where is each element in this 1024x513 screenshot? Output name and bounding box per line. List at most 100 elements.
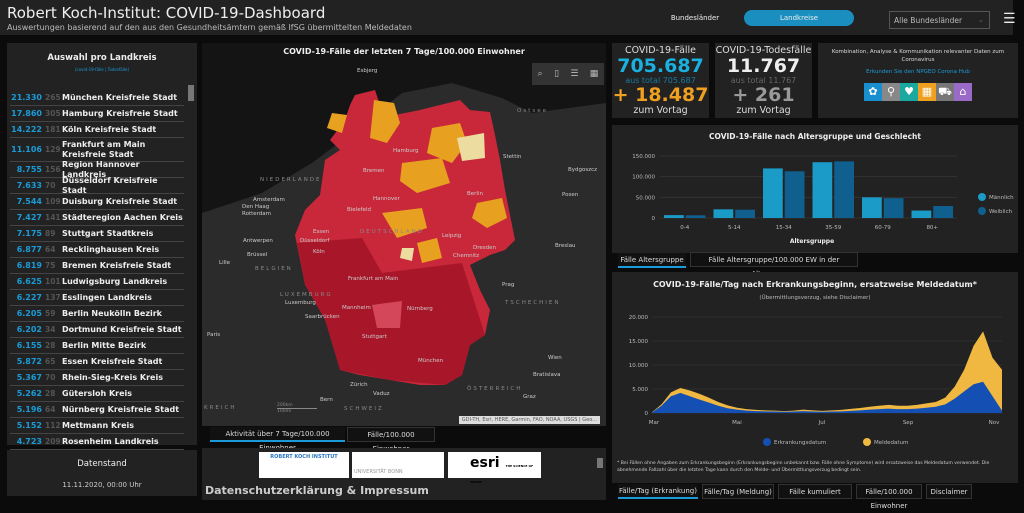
header: Robert Koch-Institut: COVID-19-Dashboard… [0, 0, 1013, 35]
deaths-count: 141 [45, 213, 61, 222]
landkreis-name: Dortmund Kreisfreie Stadt [62, 324, 182, 334]
cases-count: 11.106 [11, 145, 42, 154]
map-place-label: Stuttgart [362, 334, 387, 340]
select-value: Alle Bundesländer [894, 16, 963, 25]
map-place-label: Esbjerg [357, 68, 378, 74]
tab-bundeslaender[interactable]: Bundesländer [670, 14, 720, 22]
landkreis-name: Stuttgart Stadtkreis [62, 228, 154, 238]
cases-count: 5.367 [16, 373, 42, 382]
footer-scrollbar[interactable] [597, 458, 603, 468]
landkreis-name: Esslingen Landkreis [62, 292, 152, 302]
deaths-count: 181 [45, 125, 61, 134]
deaths-count: 101 [45, 277, 61, 286]
epi-tab[interactable]: Fälle/Tag (Meldung) [702, 484, 774, 499]
deaths-label: COVID-19-Todesfälle [715, 45, 812, 56]
bar-weiblich [784, 171, 805, 218]
tab-faelle-altersgruppe[interactable]: Fälle Altersgruppe [618, 253, 686, 268]
landkreis-name: Düsseldorf Kreisfreie Stadt [62, 175, 158, 195]
x-tick-label: 0-4 [680, 225, 689, 231]
landkreis-row[interactable]: 7.633 70 Düsseldorf Kreisfreie Stadt [10, 175, 184, 195]
tab-faelle-einwohner[interactable]: Fälle/100.000 Einwohner [347, 427, 435, 453]
search-icon[interactable]: ⌕ [537, 69, 543, 79]
bar-weiblich [933, 206, 953, 218]
hospital-icon[interactable]: ⚲ [882, 83, 900, 101]
tab-aktivitaet[interactable]: Aktivität über 7 Tage/100.000 Einwohner [210, 427, 345, 452]
landkreis-row[interactable]: 6.155 28 Berlin Mitte Bezirk [10, 338, 184, 354]
heart-pulse-icon[interactable]: ♥ [900, 83, 918, 101]
epi-tab[interactable]: Fälle/Tag (Erkrankung) [618, 484, 698, 499]
landkreis-row[interactable]: 5.367 70 Rhein-Sieg-Kreis Kreis [10, 370, 184, 386]
app-subtitle: Auswertungen basierend auf den aus den G… [7, 23, 412, 32]
hub-link[interactable]: Erkunden Sie den NPGEO Corona Hub [866, 69, 970, 75]
landkreis-row[interactable]: 11.106 129 Frankfurt am Main Kreisfreie St… [10, 138, 184, 162]
landkreis-row[interactable]: 6.202 34 Dortmund Kreisfreie Stadt [10, 322, 184, 338]
landkreis-row[interactable]: 6.625 101 Ludwigsburg Landkreis [10, 274, 184, 290]
plant-hand-icon[interactable]: ✿ [864, 83, 882, 101]
y-tick-label: 5.000 [632, 387, 648, 393]
legend-list-icon[interactable]: ☰ [570, 69, 579, 79]
landkreis-row[interactable]: 5.262 28 Gütersloh Kreis [10, 386, 184, 402]
cases-count: 7.427 [16, 213, 42, 222]
bookmark-icon[interactable]: ▯ [554, 69, 560, 79]
landkreis-row[interactable]: 4.723 209 Rosenheim Landkreis [10, 434, 184, 450]
map-place-label: Bratislava [533, 372, 561, 378]
list-scrollbar[interactable] [188, 83, 194, 443]
landkreis-row[interactable]: 5.152 112 Mettmann Kreis [10, 418, 184, 434]
landkreis-row[interactable]: 7.544 109 Duisburg Kreisfreie Stadt [10, 194, 184, 210]
landkreis-row[interactable]: 6.877 64 Recklinghausen Kreis [10, 242, 184, 258]
landkreis-row[interactable]: 14.222 181 Köln Kreisfreie Stadt [10, 122, 184, 138]
y-tick-label: 15.000 [629, 339, 649, 345]
legend-label: Weiblich [989, 209, 1013, 215]
landkreis-row[interactable]: 6.819 75 Bremen Kreisfreie Stadt [10, 258, 184, 274]
light-region [400, 248, 414, 261]
epi-tab[interactable]: Fälle/100.000 Einwohner [856, 484, 922, 510]
app-title: Robert Koch-Institut: COVID-19-Dashboard [7, 4, 326, 22]
cases-value: 705.687 [617, 55, 704, 77]
tab-altersgruppe-100k[interactable]: Fälle Altersgruppe/100.000 EW in der Alt… [690, 252, 858, 278]
hamburger-menu-icon[interactable]: ☰ [1003, 11, 1016, 27]
epi-tab[interactable]: Fälle kumuliert [778, 484, 852, 499]
deaths-value: 11.767 [726, 55, 801, 77]
map-place-label: Bern [320, 397, 333, 403]
epi-tab[interactable]: Disclaimer [926, 484, 972, 499]
map-place-label: ÖSTERREICH [467, 386, 523, 392]
landkreis-row[interactable]: 7.175 89 Stuttgart Stadtkreis [10, 226, 184, 242]
tab-landkreise[interactable]: Landkreise [744, 10, 854, 26]
y-tick-label: 0 [652, 216, 656, 222]
school-icon[interactable]: ⌂ [954, 83, 972, 101]
landkreis-row[interactable]: 21.330 265 München Kreisfreie Stadt [10, 90, 184, 106]
landkreis-name: Berlin Mitte Bezirk [62, 340, 147, 350]
landkreis-row[interactable]: 5.196 64 Nürnberg Kreisfreie Stadt [10, 402, 184, 418]
privacy-impressum-link[interactable]: Datenschutzerklärung & Impressum [205, 484, 429, 497]
landkreis-row[interactable]: 5.872 65 Essen Kreisfreie Stadt [10, 354, 184, 370]
landkreis-row[interactable]: 7.427 141 Städteregion Aachen Kreis [10, 210, 184, 226]
scale-bar: 200km 100mi [277, 403, 317, 414]
deaths-count: 112 [45, 421, 61, 430]
landkreis-row[interactable]: 6.227 137 Esslingen Landkreis [10, 290, 184, 306]
legend-swatch [763, 438, 771, 446]
landkreis-list-panel: Auswahl pro Landkreis (covid-19-fälle | … [7, 43, 197, 450]
landkreis-row[interactable]: 6.205 59 Berlin Neukölln Bezirk [10, 306, 184, 322]
incidence-map[interactable]: Esbjerg Ostsee Hamburg Stettin Bydgoszcz Brem… [202, 43, 606, 426]
landkreis-name: München Kreisfreie Stadt [62, 92, 178, 102]
map-attribution: GDI-TH, Esri, HERE, Garmin, FAO, NOAA, U… [458, 416, 600, 424]
cases-total: aus total 705.687 [625, 76, 696, 85]
basemap-gallery-icon[interactable]: ▦ [589, 69, 599, 79]
cases-count: 14.222 [11, 125, 42, 134]
map-place-label: München [418, 358, 444, 364]
landkreis-name: Recklinghausen Kreis [62, 244, 160, 254]
cases-box: COVID-19-Fälle 705.687 aus total 705.687… [612, 43, 709, 118]
traffic-icon[interactable]: ⛟ [936, 83, 954, 101]
bar-männlich [812, 162, 833, 218]
x-tick-label: 15-34 [776, 225, 792, 231]
cases-delta-label: zum Vortag [633, 105, 688, 116]
bar-weiblich [834, 161, 854, 218]
landkreis-row[interactable]: 17.860 305 Hamburg Kreisfreie Stadt [10, 106, 184, 122]
landkreis-row[interactable]: 8.755 156 Region Hannover Landkreis [10, 160, 184, 179]
bundesland-select[interactable]: Alle Bundesländer ⌄ [889, 11, 990, 29]
map-icon[interactable]: ▦ [918, 83, 936, 101]
landkreis-name: Bremen Kreisfreie Stadt [62, 260, 172, 270]
bar-männlich [763, 168, 783, 218]
map-place-label: Graz [523, 394, 536, 400]
landkreis-name: Städteregion Aachen Kreis [62, 212, 183, 222]
